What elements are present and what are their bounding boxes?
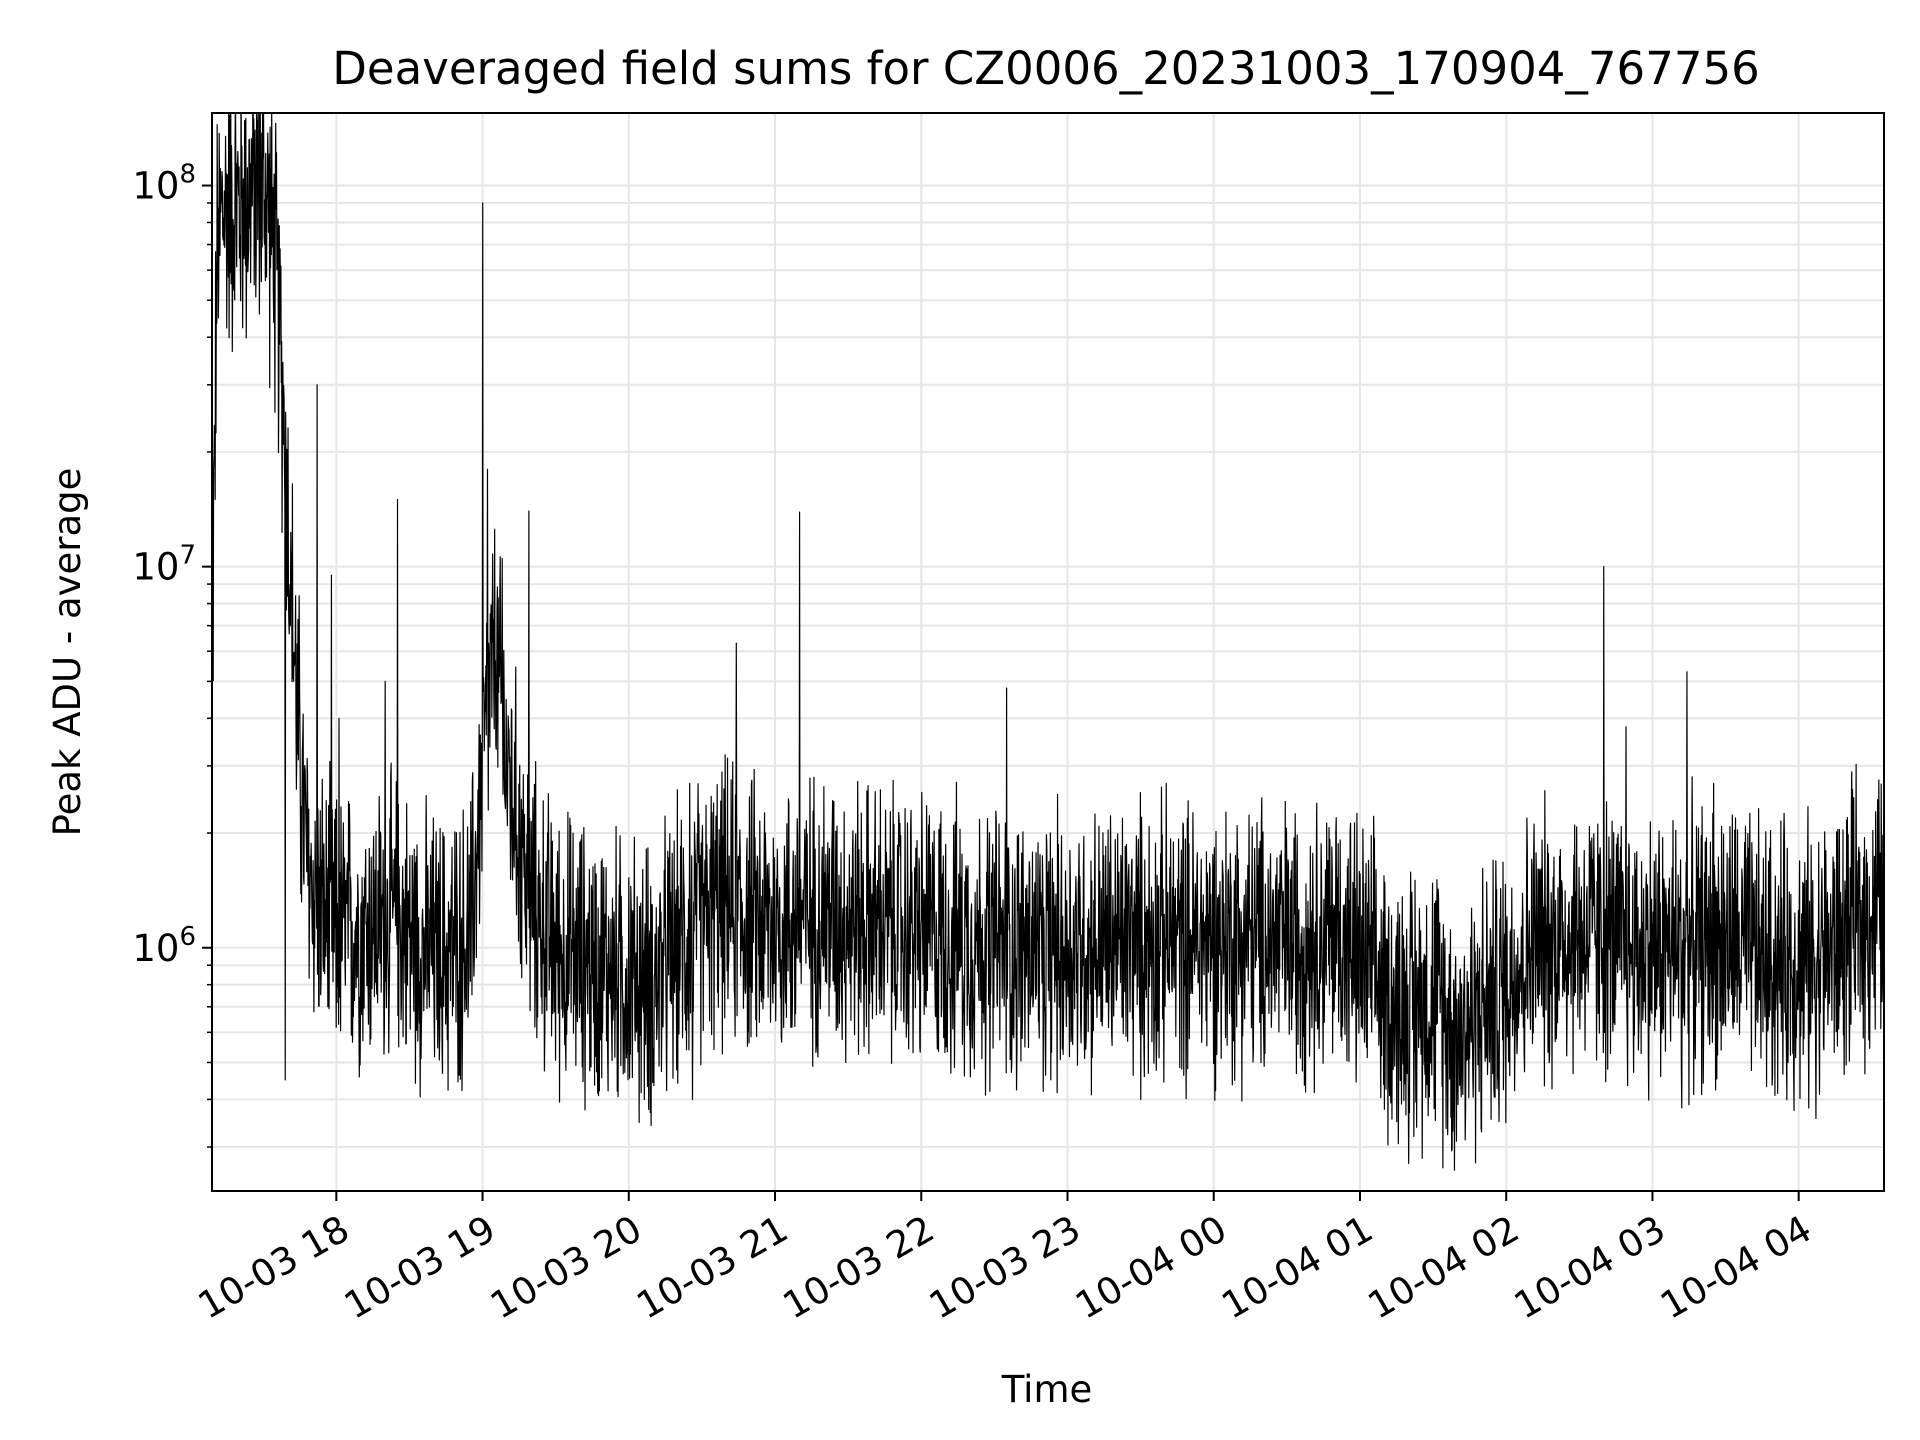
plot-frame bbox=[211, 112, 1885, 1192]
y-tick-label: 107 bbox=[132, 541, 196, 589]
chart-title: Deaveraged field sums for CZ0006_2023100… bbox=[332, 42, 1759, 95]
y-axis-ticks: 106 107 108 bbox=[132, 160, 212, 1148]
x-axis-label: Time bbox=[1001, 1368, 1093, 1411]
y-axis-label: Peak ADU - average bbox=[46, 468, 89, 837]
series-line bbox=[212, 113, 1884, 1171]
series-layer bbox=[212, 113, 1884, 1171]
y-tick-label: 108 bbox=[132, 160, 196, 208]
y-tick-label: 106 bbox=[132, 922, 196, 970]
